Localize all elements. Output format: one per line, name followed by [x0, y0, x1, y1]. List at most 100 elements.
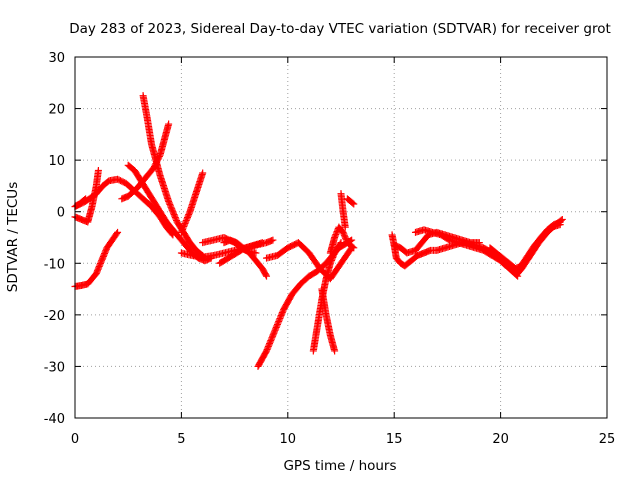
data-point [278, 310, 286, 318]
data-marks [71, 92, 566, 370]
x-tick-label: 20 [492, 432, 509, 447]
data-point [340, 230, 348, 238]
series-arc-18 [343, 195, 358, 208]
series-arc-4 [71, 195, 90, 211]
y-tick-label: 0 [57, 206, 65, 221]
data-point [272, 323, 280, 331]
data-point [171, 212, 179, 220]
data-point [262, 271, 270, 279]
data-point [252, 249, 260, 257]
data-point [329, 252, 337, 260]
data-point [269, 331, 277, 339]
data-point [328, 255, 336, 263]
data-point [94, 166, 102, 174]
data-point [185, 211, 193, 219]
series-arc-15 [309, 236, 356, 355]
y-tick-label: -40 [44, 412, 65, 427]
data-point [168, 205, 176, 213]
data-point [273, 320, 281, 328]
data-point [199, 169, 207, 177]
data-point [170, 211, 178, 219]
data-point [349, 199, 357, 207]
data-point [171, 214, 179, 222]
data-point [82, 195, 90, 203]
data-point [114, 228, 122, 236]
x-tick-label: 0 [71, 432, 79, 447]
data-point [169, 208, 177, 216]
data-point [270, 328, 278, 336]
data-point [172, 215, 180, 223]
data-point [277, 313, 285, 321]
grid-lines [75, 57, 607, 418]
y-tick-label: -20 [44, 309, 65, 324]
data-point [183, 215, 191, 223]
x-tick-label: 25 [599, 432, 616, 447]
data-point [275, 317, 283, 325]
data-point [267, 335, 275, 343]
data-point [166, 200, 174, 208]
data-point [263, 272, 271, 280]
data-point [264, 344, 272, 352]
data-point [274, 319, 282, 327]
series-arc-21 [390, 228, 483, 257]
data-point [264, 343, 272, 351]
series-arc-16 [318, 285, 339, 355]
data-point [184, 212, 192, 220]
data-point [263, 347, 271, 355]
data-point [266, 338, 274, 346]
y-tick-label: -30 [44, 360, 65, 375]
series-arc-2 [71, 228, 122, 290]
plot-frame [74, 56, 608, 419]
data-point [329, 253, 337, 261]
y-tick-label: 20 [48, 103, 65, 118]
data-point [165, 199, 173, 207]
x-tick-label: 15 [386, 432, 403, 447]
data-point [332, 231, 340, 239]
data-point [556, 221, 564, 229]
data-point [269, 236, 277, 244]
series-arc-6 [139, 92, 207, 260]
data-point [165, 120, 173, 128]
data-point [277, 312, 285, 320]
data-point [328, 256, 336, 264]
data-point [350, 244, 358, 252]
data-point [267, 337, 275, 345]
data-point [169, 209, 177, 217]
data-point [326, 259, 334, 267]
data-point [182, 217, 190, 225]
series-arc-13 [254, 239, 345, 370]
data-point [278, 309, 286, 317]
series-arc-8 [177, 169, 207, 236]
data-point [113, 230, 121, 238]
data-point [167, 203, 175, 211]
series-arc-17 [337, 190, 349, 231]
series-arc-3 [71, 166, 102, 226]
data-point [177, 228, 185, 236]
data-point [332, 229, 340, 237]
data-point [341, 233, 349, 241]
data-point [327, 258, 335, 266]
data-point [349, 243, 357, 251]
data-point [183, 214, 191, 222]
data-point [265, 341, 273, 349]
data-point [276, 315, 284, 323]
data-point [263, 345, 271, 353]
data-point [341, 223, 349, 231]
data-point [331, 232, 339, 240]
data-point [166, 202, 174, 210]
data-point [178, 227, 186, 235]
y-tick-label: 10 [48, 154, 65, 169]
x-tick-label: 5 [177, 432, 185, 447]
x-axis-label: GPS time / hours [283, 458, 396, 474]
y-tick-label: 30 [48, 51, 65, 66]
data-point [258, 239, 266, 247]
data-point [266, 340, 274, 348]
data-point [165, 197, 173, 205]
data-point [181, 220, 189, 228]
data-point [342, 236, 350, 244]
data-point [270, 329, 278, 337]
data-point [340, 231, 348, 239]
y-axis-label: SDTVAR / TECUs [5, 182, 21, 292]
y-tick-label: -10 [44, 257, 65, 272]
